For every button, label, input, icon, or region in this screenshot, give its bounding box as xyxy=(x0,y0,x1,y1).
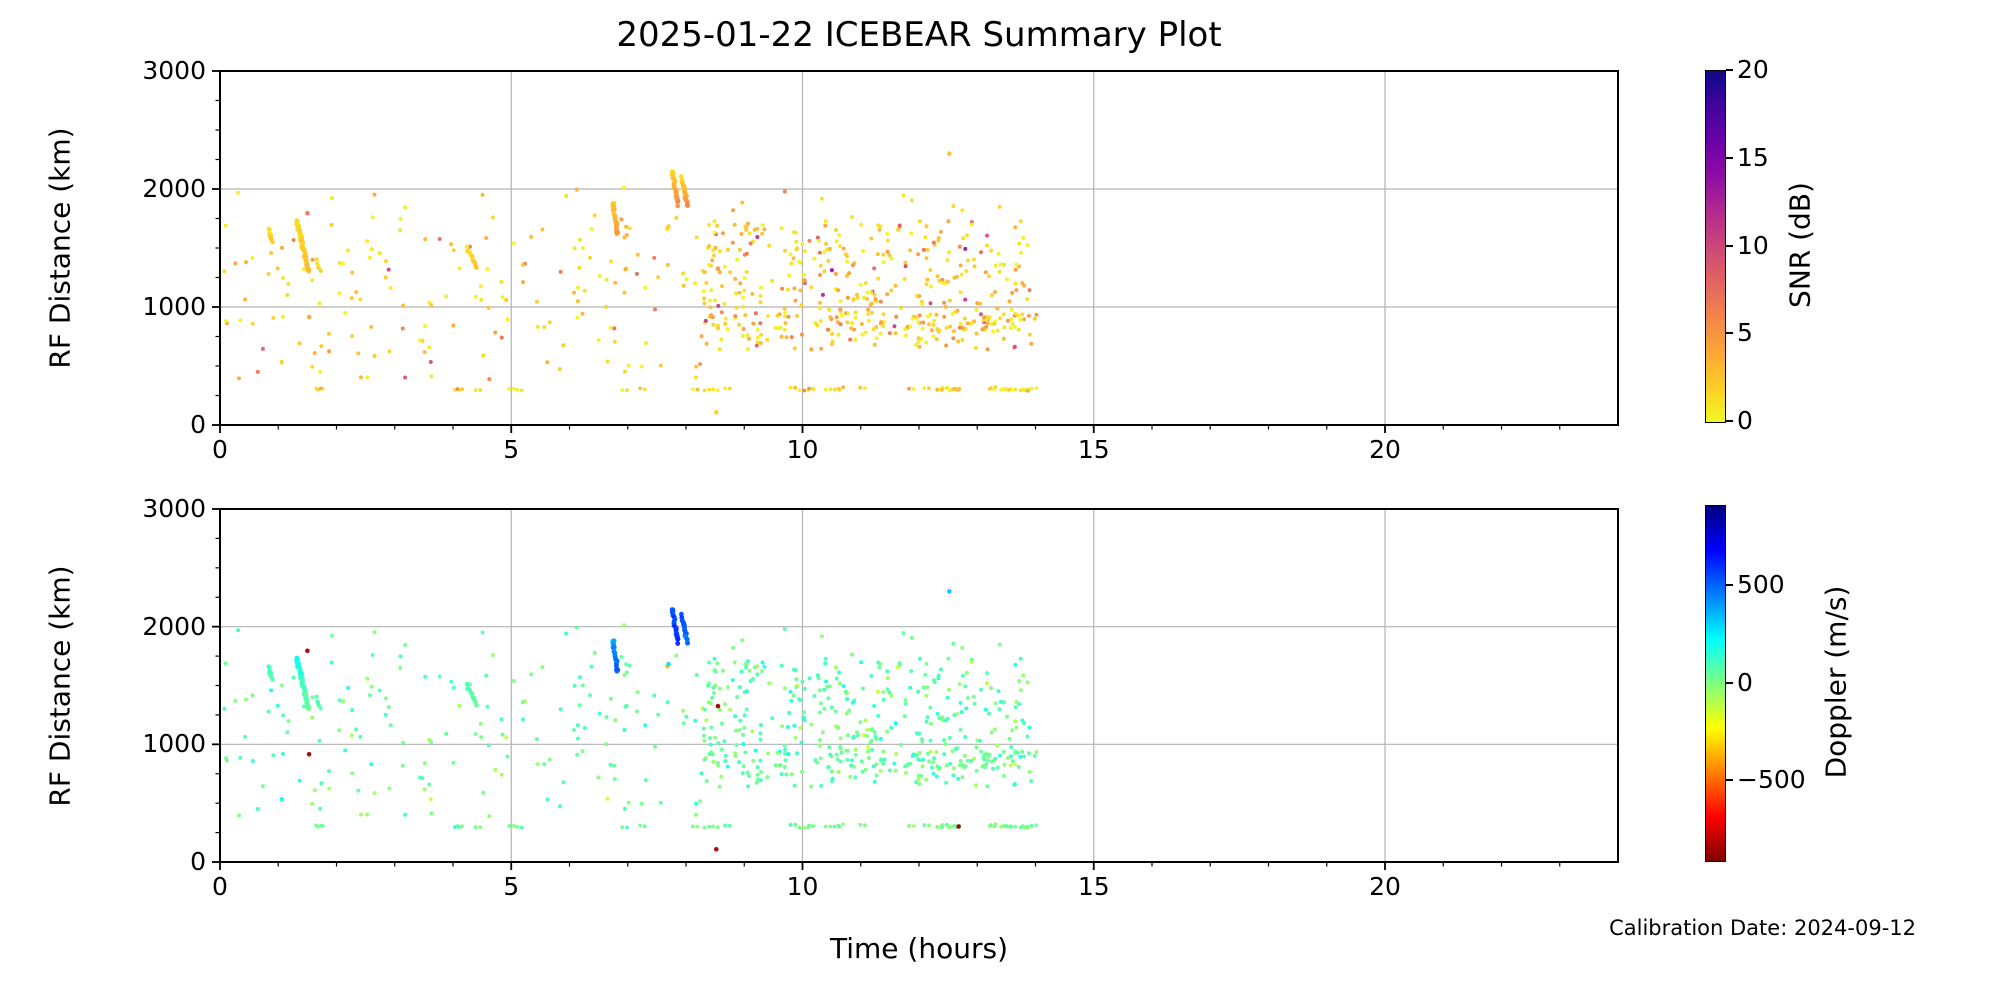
x-tick-label: 0 xyxy=(212,435,228,464)
x-tick-label: 10 xyxy=(786,872,819,901)
colorbar-tick xyxy=(1726,420,1733,422)
colorbar-tick xyxy=(1726,584,1733,587)
doppler-scatter-points xyxy=(222,589,1039,852)
colorbar-tick-label: 0 xyxy=(1737,667,1753,697)
colorbar-tick xyxy=(1726,681,1733,684)
doppler-colorbar-label: Doppler (m/s) xyxy=(1819,585,1853,779)
axis-ticks xyxy=(212,70,1561,433)
colorbar-tick-label: 15 xyxy=(1737,142,1769,172)
y-tick-label: 0 xyxy=(190,847,206,876)
y-tick-label: 3000 xyxy=(142,494,206,523)
x-tick-label: 15 xyxy=(1077,872,1110,901)
doppler-panel-plot-area xyxy=(212,508,1619,870)
snr-scatter-points xyxy=(222,151,1039,415)
calibration-date-text: Calibration Date: 2024-09-12 xyxy=(1609,916,1916,940)
colorbar-tick-label: 20 xyxy=(1737,55,1769,84)
axes-frame xyxy=(219,508,1619,863)
x-axis-label: Time (hours) xyxy=(830,932,1008,965)
y-tick-label: 0 xyxy=(190,410,206,439)
y-axis-label-bottom: RF Distance (km) xyxy=(43,565,77,807)
snr-panel-plot-area xyxy=(212,70,1619,433)
colorbar-tick-label: 0 xyxy=(1737,406,1753,435)
colorbar-tick xyxy=(1726,332,1733,335)
x-tick-label: 10 xyxy=(786,435,819,464)
x-tick-label: 15 xyxy=(1077,435,1110,464)
gridlines xyxy=(220,71,1618,425)
y-tick-label: 1000 xyxy=(142,729,206,759)
colorbar-tick-label: 10 xyxy=(1737,230,1769,260)
colorbar-tick-label: −500 xyxy=(1737,764,1806,794)
doppler-colorbar xyxy=(1705,505,1726,862)
x-tick-label: 20 xyxy=(1369,435,1401,464)
colorbar-tick-label: 500 xyxy=(1737,570,1785,600)
plot-title: 2025-01-22 ICEBEAR Summary Plot xyxy=(616,15,1222,55)
x-tick-label: 5 xyxy=(503,872,520,901)
y-axis-label-top: RF Distance (km) xyxy=(43,127,77,369)
gridlines xyxy=(220,509,1618,862)
x-tick-label: 5 xyxy=(503,435,520,464)
x-tick-label: 20 xyxy=(1369,872,1401,901)
y-tick-label: 1000 xyxy=(142,292,206,321)
snr-colorbar xyxy=(1705,70,1726,423)
x-tick-label: 0 xyxy=(212,872,228,901)
y-tick-label: 2000 xyxy=(142,174,206,203)
colorbar-tick xyxy=(1726,244,1733,247)
colorbar-tick-label: 5 xyxy=(1737,318,1753,348)
axes-frame xyxy=(219,70,1619,426)
y-tick-label: 2000 xyxy=(142,611,206,641)
colorbar-tick xyxy=(1726,69,1733,71)
colorbar-tick xyxy=(1726,778,1733,781)
colorbar-tick xyxy=(1726,156,1733,159)
y-tick-label: 3000 xyxy=(142,56,206,85)
snr-colorbar-label: SNR (dB) xyxy=(1783,182,1817,308)
